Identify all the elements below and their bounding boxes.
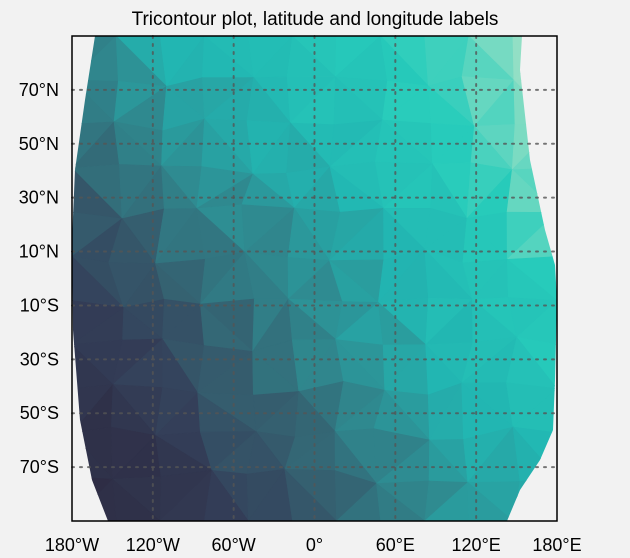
x-tick-label: 180°E xyxy=(532,535,581,555)
tricontour-mesh xyxy=(72,36,557,521)
plot-frame xyxy=(71,35,558,522)
x-tick-label: 180°W xyxy=(45,535,99,555)
y-tick-label: 10°N xyxy=(19,242,59,262)
contour-triangle xyxy=(512,36,557,81)
y-tick-label: 30°N xyxy=(19,188,59,208)
contour-triangle xyxy=(284,468,338,521)
x-tick-label: 60°W xyxy=(212,535,256,555)
y-tick-label: 50°N xyxy=(19,134,59,154)
contour-triangle xyxy=(512,476,557,521)
y-tick-label: 70°N xyxy=(19,80,59,100)
y-tick-labels: 70°N 50°N 30°N 10°N 10°S 30°S 50°S 70°S xyxy=(19,80,59,477)
chart-title: Tricontour plot, latitude and longitude … xyxy=(132,9,499,30)
y-tick-label: 10°S xyxy=(20,295,59,315)
y-tick-label: 50°S xyxy=(20,403,59,423)
y-tick-label: 70°S xyxy=(20,457,59,477)
y-tick-label: 30°S xyxy=(20,349,59,369)
contour-triangle xyxy=(112,478,161,521)
plot-area xyxy=(72,36,557,521)
gridlines xyxy=(71,35,558,522)
x-tick-labels: 180°W 120°W 60°W 0° 60°E 120°E 180°E xyxy=(45,535,582,555)
x-tick-label: 120°W xyxy=(126,535,180,555)
contour-triangle xyxy=(513,79,557,125)
x-tick-label: 0° xyxy=(306,535,323,555)
contour-triangle xyxy=(467,481,514,521)
x-tick-label: 60°E xyxy=(376,535,415,555)
contour-triangle xyxy=(72,478,117,521)
contour-triangle xyxy=(203,469,249,521)
x-tick-label: 120°E xyxy=(452,535,501,555)
contour-triangle xyxy=(376,482,426,521)
